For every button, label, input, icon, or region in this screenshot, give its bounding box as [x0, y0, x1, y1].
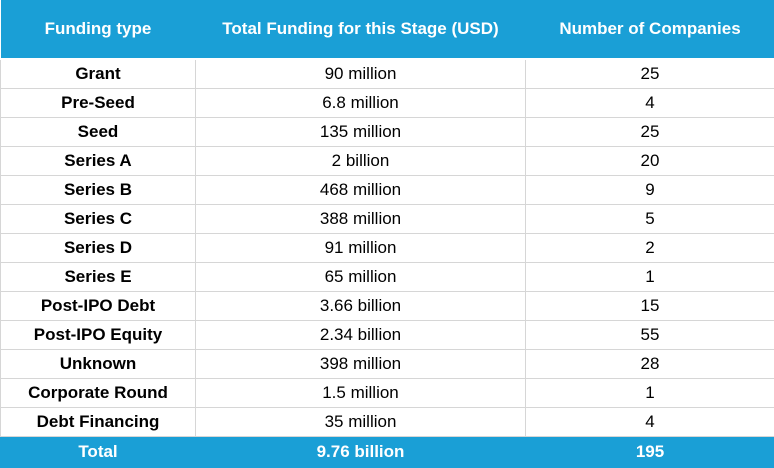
table-cell: 28 — [526, 350, 774, 379]
table-cell: Unknown — [1, 350, 196, 379]
table-cell: 135 million — [196, 118, 526, 147]
table-cell: 4 — [526, 408, 774, 437]
table-cell: Grant — [1, 59, 196, 89]
table-cell: 1 — [526, 379, 774, 408]
table-cell: 25 — [526, 118, 774, 147]
table-cell: 15 — [526, 292, 774, 321]
table-cell: 55 — [526, 321, 774, 350]
total-cell: 195 — [526, 437, 774, 468]
table-cell: 1 — [526, 263, 774, 292]
table-cell: 35 million — [196, 408, 526, 437]
table-cell: Seed — [1, 118, 196, 147]
table-cell: Series E — [1, 263, 196, 292]
table-cell: Post-IPO Equity — [1, 321, 196, 350]
total-cell: 9.76 billion — [196, 437, 526, 468]
header-cell: Number of Companies — [526, 0, 774, 59]
table-cell: 91 million — [196, 234, 526, 263]
table-cell: 20 — [526, 147, 774, 176]
table-cell: Series B — [1, 176, 196, 205]
total-cell: Total — [1, 437, 196, 468]
table-cell: Debt Financing — [1, 408, 196, 437]
table-cell: 6.8 million — [196, 89, 526, 118]
table-cell: 90 million — [196, 59, 526, 89]
header-cell: Total Funding for this Stage (USD) — [196, 0, 526, 59]
header-cell: Funding type — [1, 0, 196, 59]
table-cell: 3.66 billion — [196, 292, 526, 321]
table-cell: 5 — [526, 205, 774, 234]
table-cell: 398 million — [196, 350, 526, 379]
table-cell: Series A — [1, 147, 196, 176]
table-cell: 468 million — [196, 176, 526, 205]
table-cell: 388 million — [196, 205, 526, 234]
table-cell: 65 million — [196, 263, 526, 292]
table-cell: 4 — [526, 89, 774, 118]
table-cell: 2 billion — [196, 147, 526, 176]
table-cell: Corporate Round — [1, 379, 196, 408]
table-cell: 1.5 million — [196, 379, 526, 408]
table-cell: 2 — [526, 234, 774, 263]
table-cell: Pre-Seed — [1, 89, 196, 118]
table-cell: Post-IPO Debt — [1, 292, 196, 321]
table-cell: Series C — [1, 205, 196, 234]
table-cell: Series D — [1, 234, 196, 263]
table-cell: 25 — [526, 59, 774, 89]
table-cell: 9 — [526, 176, 774, 205]
table-cell: 2.34 billion — [196, 321, 526, 350]
